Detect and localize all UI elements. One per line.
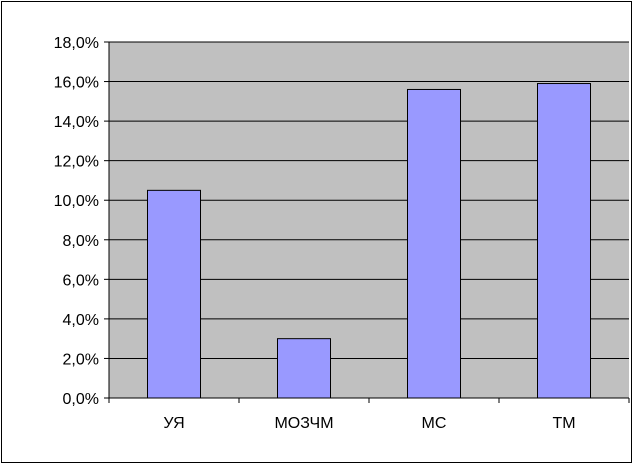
y-tick-labels: 0,0% 2,0% 4,0% 6,0% 8,0% 10,0% 12,0% 14,0% 16,0%… xyxy=(54,35,99,408)
y-tick-label: 16,0% xyxy=(54,75,99,92)
y-tick-label: 18,0% xyxy=(54,35,99,52)
y-tick-label: 6,0% xyxy=(63,272,99,289)
axes xyxy=(104,41,630,403)
y-tick-label: 10,0% xyxy=(54,193,99,210)
y-tick-label: 8,0% xyxy=(63,233,99,250)
bars xyxy=(147,83,591,399)
x-tick-labels: УЯ МОЗЧМ МС ТМ xyxy=(163,415,575,432)
bar-1 xyxy=(147,189,201,399)
y-tick-label: 2,0% xyxy=(63,351,99,368)
y-tick-label: 0,0% xyxy=(63,391,99,408)
x-tick-label: УЯ xyxy=(163,415,184,432)
bar-2 xyxy=(277,338,331,399)
y-tick-label: 12,0% xyxy=(54,154,99,171)
x-tick-label: ТМ xyxy=(552,415,575,432)
x-tick-label: МС xyxy=(422,415,447,432)
y-tick-label: 14,0% xyxy=(54,114,99,131)
y-tick-label: 4,0% xyxy=(63,312,99,329)
x-tick-label: МОЗЧМ xyxy=(274,415,333,432)
bar-3 xyxy=(407,88,461,399)
bar-4 xyxy=(537,83,591,399)
